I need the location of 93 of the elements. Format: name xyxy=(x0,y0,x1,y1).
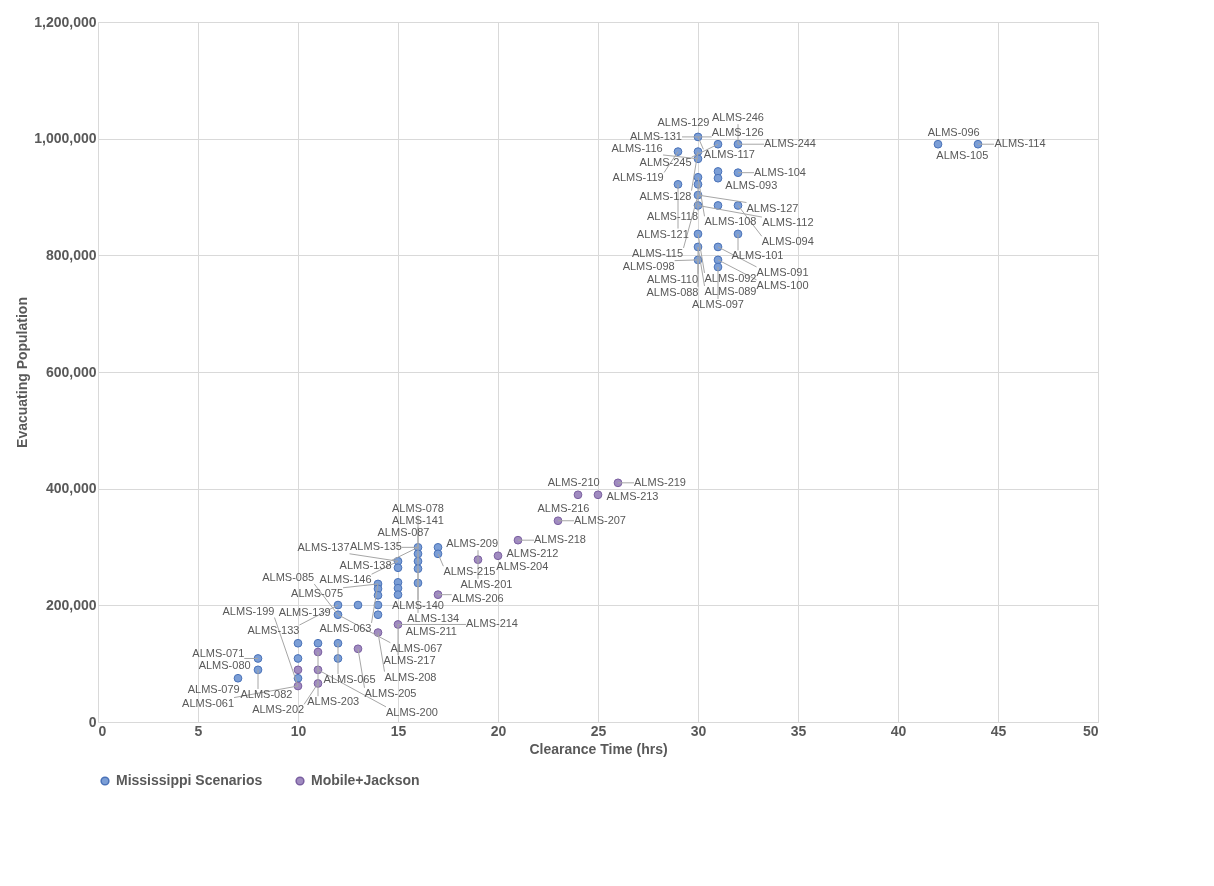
annotation: ALMS-245 xyxy=(639,156,692,169)
annotation: ALMS-097 xyxy=(692,298,744,310)
annotation: ALMS-092 xyxy=(704,271,757,284)
annotation: ALMS-129 xyxy=(657,116,710,129)
annotation: ALMS-244 xyxy=(764,137,816,150)
x-tick-label: 45 xyxy=(990,722,1007,739)
annotation: ALMS-080 xyxy=(198,659,251,672)
annotation: ALMS-141 xyxy=(392,514,444,527)
legend-label: Mobile+Jackson xyxy=(311,772,420,788)
annotation: ALMS-085 xyxy=(262,570,315,583)
x-axis-title: Clearance Time (hrs) xyxy=(529,740,668,757)
annotation: ALMS-063 xyxy=(319,621,372,634)
annotation: ALMS-071 xyxy=(192,647,245,660)
annotation: ALMS-131 xyxy=(630,129,682,142)
annotation: ALMS-201 xyxy=(460,577,513,590)
annotation: ALMS-217 xyxy=(383,654,436,667)
annotation: ALMS-110 xyxy=(646,272,699,285)
annotation: ALMS-214 xyxy=(466,617,518,630)
y-tick-label: 1,000,000 xyxy=(34,130,97,147)
x-tick-label: 35 xyxy=(790,722,807,739)
annotation: ALMS-115 xyxy=(631,246,684,259)
annotation: ALMS-216 xyxy=(537,501,590,514)
annotation: ALMS-105 xyxy=(936,148,989,161)
annotation: ALMS-078 xyxy=(392,502,444,515)
annotation: ALMS-246 xyxy=(712,111,764,124)
annotation: ALMS-208 xyxy=(384,670,437,683)
x-tick-label: 20 xyxy=(490,722,507,739)
annotation: ALMS-207 xyxy=(574,513,626,526)
annotation: ALMS-119 xyxy=(612,171,664,184)
annotation: ALMS-140 xyxy=(392,598,444,611)
annotation: ALMS-116 xyxy=(611,141,663,154)
annotation: ALMS-215 xyxy=(443,565,496,578)
annotation: ALMS-079 xyxy=(187,682,240,695)
annotation: ALMS-088 xyxy=(646,285,699,298)
annotation: ALMS-101 xyxy=(731,249,784,262)
annotation: ALMS-138 xyxy=(339,559,392,572)
annotation: ALMS-094 xyxy=(761,235,814,248)
annotation: ALMS-089 xyxy=(704,284,757,297)
y-tick-label: 600,000 xyxy=(45,363,97,380)
x-tick-label: 10 xyxy=(290,722,307,739)
legend-label: Mississippi Scenarios xyxy=(116,772,263,788)
annotation: ALMS-133 xyxy=(247,624,300,637)
annotation: ALMS-114 xyxy=(994,137,1046,150)
annotation: ALMS-134 xyxy=(407,611,460,624)
annotation: ALMS-087 xyxy=(377,526,430,539)
y-tick-label: 800,000 xyxy=(45,246,97,263)
annotation: ALMS-219 xyxy=(634,475,686,488)
annotation: ALMS-206 xyxy=(451,591,504,604)
annotation: ALMS-210 xyxy=(547,476,600,489)
annotation: ALMS-117 xyxy=(703,148,755,161)
annotation: ALMS-091 xyxy=(756,265,809,278)
annotation: ALMS-093 xyxy=(725,179,778,192)
annotation: ALMS-146 xyxy=(319,573,372,586)
annotation: ALMS-075 xyxy=(291,586,344,599)
annotation: ALMS-127 xyxy=(746,201,799,214)
annotation: ALMS-067 xyxy=(390,641,443,654)
x-tick-label: 5 xyxy=(194,722,203,739)
annotation: ALMS-204 xyxy=(496,560,549,573)
annotation: ALMS-118 xyxy=(646,210,699,223)
annotation: ALMS-061 xyxy=(182,696,235,709)
annotation: ALMS-199 xyxy=(222,604,275,617)
annotation: ALMS-128 xyxy=(639,189,692,202)
annotation: ALMS-082 xyxy=(240,687,293,700)
annotation: ALMS-126 xyxy=(711,125,764,138)
annotation: ALMS-218 xyxy=(534,533,586,546)
annotation: ALMS-200 xyxy=(385,705,438,718)
annotation: ALMS-098 xyxy=(622,259,675,272)
annotation: ALMS-108 xyxy=(704,215,757,228)
annotation: ALMS-104 xyxy=(754,165,806,178)
annotation: ALMS-096 xyxy=(927,125,980,138)
x-tick-label: 25 xyxy=(590,722,607,739)
annotation: ALMS-112 xyxy=(762,216,814,229)
x-tick-label: 40 xyxy=(890,722,907,739)
y-tick-label: 400,000 xyxy=(45,480,97,497)
annotation: ALMS-100 xyxy=(756,278,809,291)
annotation: ALMS-202 xyxy=(252,703,305,716)
annotation: ALMS-203 xyxy=(307,695,360,708)
annotation: ALMS-212 xyxy=(506,547,559,560)
annotation: ALMS-213 xyxy=(606,489,659,502)
x-tick-label: 15 xyxy=(390,722,407,739)
annotation: ALMS-211 xyxy=(405,625,457,638)
annotation: ALMS-137 xyxy=(297,540,350,553)
y-tick-label: 200,000 xyxy=(45,596,97,613)
annotation: ALMS-209 xyxy=(446,537,499,550)
x-tick-label: 50 xyxy=(1082,722,1099,739)
y-axis-title: Evacuating Population xyxy=(14,297,31,448)
y-tick-label: 1,200,000 xyxy=(34,13,97,30)
annotation: ALMS-121 xyxy=(636,227,689,240)
annotation: ALMS-065 xyxy=(323,672,376,685)
x-tick-label: 30 xyxy=(690,722,707,739)
annotation: ALMS-139 xyxy=(278,606,331,619)
annotation: ALMS-205 xyxy=(364,686,417,699)
annotation: ALMS-135 xyxy=(350,540,402,553)
